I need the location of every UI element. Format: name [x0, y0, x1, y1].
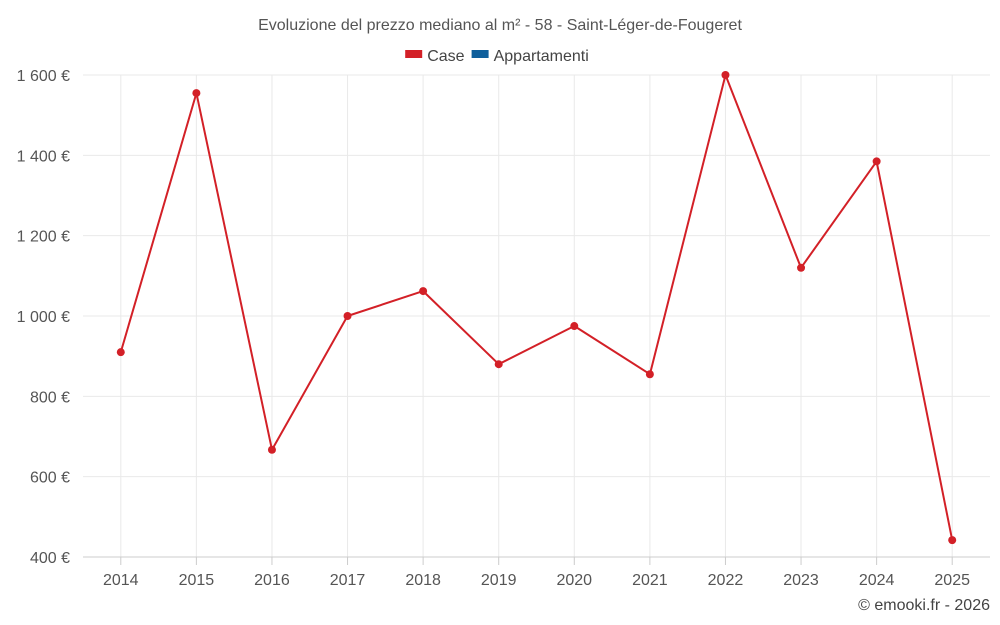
legend: Case Appartamenti: [405, 48, 589, 65]
x-tick-label: 2023: [783, 572, 819, 589]
legend-swatch-appartamenti: [471, 50, 489, 58]
x-tick-label: 2019: [481, 572, 517, 589]
data-point-case-2020[interactable]: [570, 322, 579, 331]
x-tick-label: 2016: [254, 572, 290, 589]
y-tick-label: 1 000 €: [17, 309, 70, 326]
y-tick-label: 600 €: [30, 470, 70, 487]
x-tick-label: 2017: [330, 572, 366, 589]
y-tick-label: 400 €: [30, 550, 70, 567]
x-tick-label: 2021: [632, 572, 668, 589]
x-tick-label: 2020: [556, 572, 592, 589]
data-point-case-2025[interactable]: [948, 536, 957, 545]
data-point-case-2021[interactable]: [645, 370, 654, 379]
data-point-case-2017[interactable]: [343, 312, 352, 320]
series-line-case: [119, 74, 954, 541]
data-point-case-2022[interactable]: [721, 71, 730, 79]
data-point-case-2019[interactable]: [494, 360, 503, 369]
x-tick-label: 2014: [103, 572, 139, 589]
grid-layer: [83, 74, 990, 558]
chart-title: Evoluzione del prezzo mediano al m² - 58…: [258, 17, 742, 34]
data-point-case-2014[interactable]: [116, 348, 125, 357]
legend-swatch-case: [405, 50, 423, 58]
data-point-case-2016[interactable]: [267, 445, 276, 454]
axis-layer: 400 € 600 € 800 € 1 000 € 1 200 € 1 400 € 1 60…: [17, 68, 990, 589]
legend-label-appartamenti[interactable]: Appartamenti: [494, 48, 589, 65]
data-point-case-2015[interactable]: [192, 89, 201, 98]
x-tick-label: 2022: [708, 572, 744, 589]
x-tick-label: 2024: [859, 572, 895, 589]
series-layer: [116, 71, 957, 545]
y-tick-label: 1 200 €: [17, 229, 70, 246]
data-point-case-2023[interactable]: [797, 263, 806, 272]
x-tick-label: 2015: [179, 572, 215, 589]
y-tick-label: 800 €: [30, 389, 70, 406]
x-tick-label: 2018: [405, 572, 441, 589]
x-tick-label: 2025: [934, 572, 970, 589]
data-point-case-2018[interactable]: [419, 287, 428, 296]
footer-credit: © emooki.fr - 2026: [858, 597, 990, 614]
y-tick-label: 1 600 €: [17, 68, 70, 85]
data-point-case-2024[interactable]: [872, 157, 881, 166]
y-tick-label: 1 400 €: [17, 148, 70, 165]
legend-label-case[interactable]: Case: [427, 48, 464, 65]
